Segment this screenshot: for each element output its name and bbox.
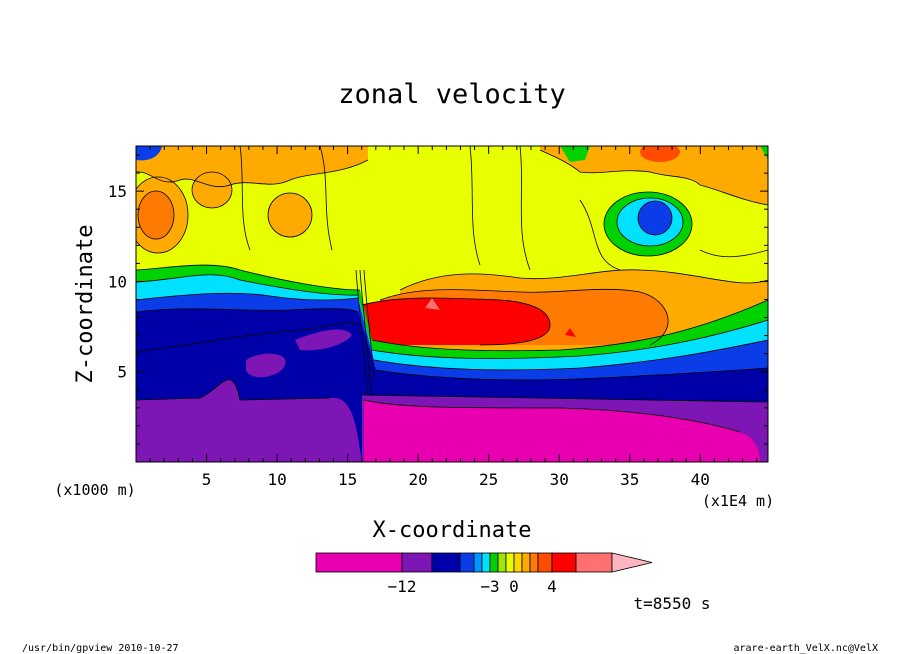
x-tick-label: 20 (409, 470, 428, 489)
colorbar-segment (489, 552, 499, 573)
colorbar-segment (513, 552, 523, 573)
colorbar (315, 552, 653, 573)
x-tick-label: 5 (202, 470, 212, 489)
x-axis-label: X-coordinate (373, 518, 532, 543)
colorbar-segment (459, 552, 475, 573)
field-blue-eddy (638, 201, 672, 235)
colorbar-arrow (611, 552, 653, 573)
colorbar-segment (401, 552, 433, 573)
field-salmon-core (425, 298, 440, 310)
field-redorange-top (640, 146, 680, 162)
colorbar-segment (481, 552, 491, 573)
colorbar-segment (315, 552, 403, 573)
colorbar-segment (529, 552, 539, 573)
colorbar-label: −3 (480, 577, 499, 596)
field-red-spot (565, 328, 576, 337)
x-unit-left: (x1000 m) (54, 481, 135, 499)
field-orange-left3 (268, 193, 312, 237)
y-tick-label: 5 (117, 363, 127, 382)
field-blue-corner (136, 146, 162, 161)
colorbar-segment (537, 552, 553, 573)
colorbar-segment (575, 552, 613, 573)
field-green-top (560, 146, 590, 162)
field-darkorange-left (138, 191, 174, 239)
field-red-core (362, 297, 550, 345)
chart-title: zonal velocity (338, 79, 566, 110)
colorbar-segment (551, 552, 577, 573)
x-tick-label: 35 (620, 470, 639, 489)
colorbar-segment (431, 552, 461, 573)
x-tick-label: 30 (550, 470, 569, 489)
y-axis: 5 10 15 (108, 154, 768, 445)
footer-left: /usr/bin/gpview 2010-10-27 (22, 643, 179, 654)
colorbar-segment (473, 552, 483, 573)
x-tick-label: 15 (338, 470, 357, 489)
footer-right: arare-earth_VelX.nc@VelX (734, 643, 879, 654)
field-green-corner (760, 146, 768, 160)
colorbar-label: 0 (509, 577, 519, 596)
colorbar-label: 4 (547, 577, 557, 596)
colorbar-label: −12 (388, 577, 417, 596)
field-purple-blob (246, 353, 286, 378)
colorbar-segment (505, 552, 515, 573)
x-axis: 5 10 15 20 25 30 35 40 (149, 146, 758, 489)
x-tick-label: 25 (479, 470, 498, 489)
field-orange-top (136, 146, 368, 187)
field-purple-blob2 (295, 329, 352, 351)
colorbar-labels: −12 −3 0 4 (388, 577, 557, 596)
x-tick-label: 40 (691, 470, 710, 489)
contour-lines (136, 146, 768, 433)
x-unit-right: (x1E4 m) (702, 492, 774, 510)
plot-frame (135, 145, 769, 463)
field-orange-topright (540, 146, 768, 205)
time-label: t=8550 s (633, 594, 710, 613)
y-axis-label: Z-coordinate (73, 225, 98, 384)
colorbar-segment (521, 552, 531, 573)
y-tick-label: 10 (108, 272, 127, 291)
field-magenta (364, 400, 760, 462)
plot-area (135, 145, 769, 463)
field-purple-left (136, 379, 362, 462)
y-tick-label: 15 (108, 182, 127, 201)
x-tick-label: 10 (267, 470, 286, 489)
field-orange-left2 (192, 172, 232, 208)
colorbar-segment (497, 552, 507, 573)
